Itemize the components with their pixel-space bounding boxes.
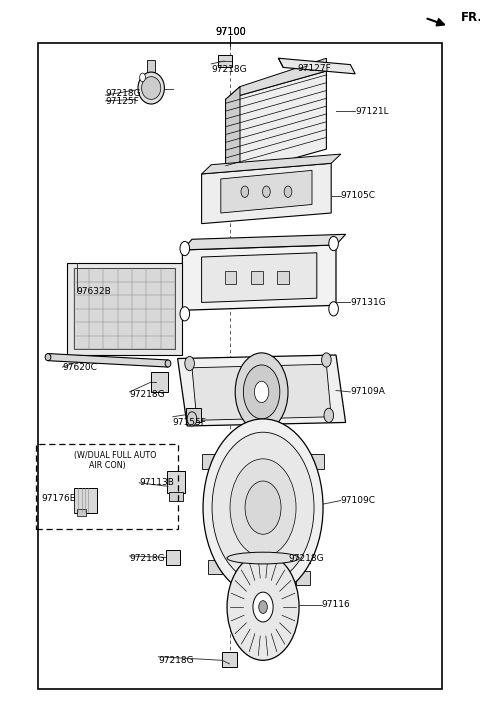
Text: 97620C: 97620C xyxy=(62,363,97,371)
Text: 97105C: 97105C xyxy=(341,192,376,200)
Circle shape xyxy=(284,186,292,197)
Circle shape xyxy=(212,432,314,583)
Bar xyxy=(67,263,182,355)
Circle shape xyxy=(243,365,280,419)
Circle shape xyxy=(329,236,338,251)
Bar xyxy=(151,372,168,392)
Circle shape xyxy=(245,481,281,534)
Ellipse shape xyxy=(45,354,51,361)
Text: (W/DUAL FULL AUTO: (W/DUAL FULL AUTO xyxy=(74,452,157,460)
Polygon shape xyxy=(178,355,346,426)
Bar xyxy=(186,408,201,422)
Polygon shape xyxy=(192,364,331,420)
Text: 97127F: 97127F xyxy=(298,65,331,73)
Bar xyxy=(202,454,216,469)
Text: 97632B: 97632B xyxy=(77,288,111,296)
Circle shape xyxy=(140,73,145,82)
Text: 97155F: 97155F xyxy=(173,418,207,427)
Bar xyxy=(296,572,311,586)
Polygon shape xyxy=(226,87,240,178)
Polygon shape xyxy=(48,354,168,367)
Circle shape xyxy=(230,459,296,557)
Bar xyxy=(167,471,185,493)
Text: 97100: 97100 xyxy=(215,27,246,37)
Text: 97116: 97116 xyxy=(322,601,350,609)
Bar xyxy=(77,509,86,516)
Bar xyxy=(222,652,237,667)
Text: 97109A: 97109A xyxy=(350,388,385,396)
Bar xyxy=(251,271,263,284)
Bar xyxy=(36,444,178,529)
Bar xyxy=(74,268,175,349)
Text: 97131G: 97131G xyxy=(350,298,386,307)
Text: AIR CON): AIR CON) xyxy=(89,462,126,470)
Ellipse shape xyxy=(142,77,161,99)
Bar xyxy=(208,560,222,574)
Bar xyxy=(147,60,155,72)
Ellipse shape xyxy=(165,360,171,367)
Bar xyxy=(277,271,289,284)
Polygon shape xyxy=(182,245,336,310)
Circle shape xyxy=(241,186,249,197)
Bar xyxy=(310,454,324,469)
Text: 97100: 97100 xyxy=(215,27,246,37)
Ellipse shape xyxy=(227,552,299,564)
Bar xyxy=(225,271,236,284)
Circle shape xyxy=(324,408,334,422)
Bar xyxy=(295,547,310,563)
Circle shape xyxy=(254,381,269,403)
Text: FR.: FR. xyxy=(461,11,480,24)
Polygon shape xyxy=(202,154,341,174)
Bar xyxy=(166,550,180,565)
Circle shape xyxy=(203,419,323,596)
Bar xyxy=(169,492,183,501)
Circle shape xyxy=(322,353,331,367)
Polygon shape xyxy=(182,234,346,250)
Circle shape xyxy=(253,592,273,622)
Circle shape xyxy=(259,601,267,613)
Polygon shape xyxy=(202,253,317,302)
Ellipse shape xyxy=(138,72,164,104)
Circle shape xyxy=(180,241,190,256)
Text: 97218G: 97218G xyxy=(130,391,165,399)
Polygon shape xyxy=(226,71,326,178)
Circle shape xyxy=(235,353,288,431)
Text: 97109C: 97109C xyxy=(341,496,376,505)
Polygon shape xyxy=(226,58,326,99)
Text: 97121L: 97121L xyxy=(355,107,389,116)
Text: 97218G: 97218G xyxy=(211,65,247,74)
Text: 97125F: 97125F xyxy=(106,97,139,106)
Circle shape xyxy=(185,356,194,371)
Text: 97113B: 97113B xyxy=(139,479,174,487)
Circle shape xyxy=(329,302,338,316)
Text: 97218G: 97218G xyxy=(288,555,324,563)
Text: 97218G: 97218G xyxy=(106,89,141,97)
Bar xyxy=(218,55,232,67)
Circle shape xyxy=(263,186,270,197)
Circle shape xyxy=(227,554,299,660)
Text: 97176E: 97176E xyxy=(41,494,76,503)
Polygon shape xyxy=(202,163,331,224)
Polygon shape xyxy=(221,170,312,213)
Circle shape xyxy=(180,307,190,321)
Bar xyxy=(74,488,97,513)
Bar xyxy=(38,43,442,689)
Circle shape xyxy=(187,412,197,426)
Text: 97218G: 97218G xyxy=(158,656,194,665)
Text: 97218G: 97218G xyxy=(130,555,165,563)
Polygon shape xyxy=(278,58,355,74)
Bar xyxy=(256,408,270,422)
